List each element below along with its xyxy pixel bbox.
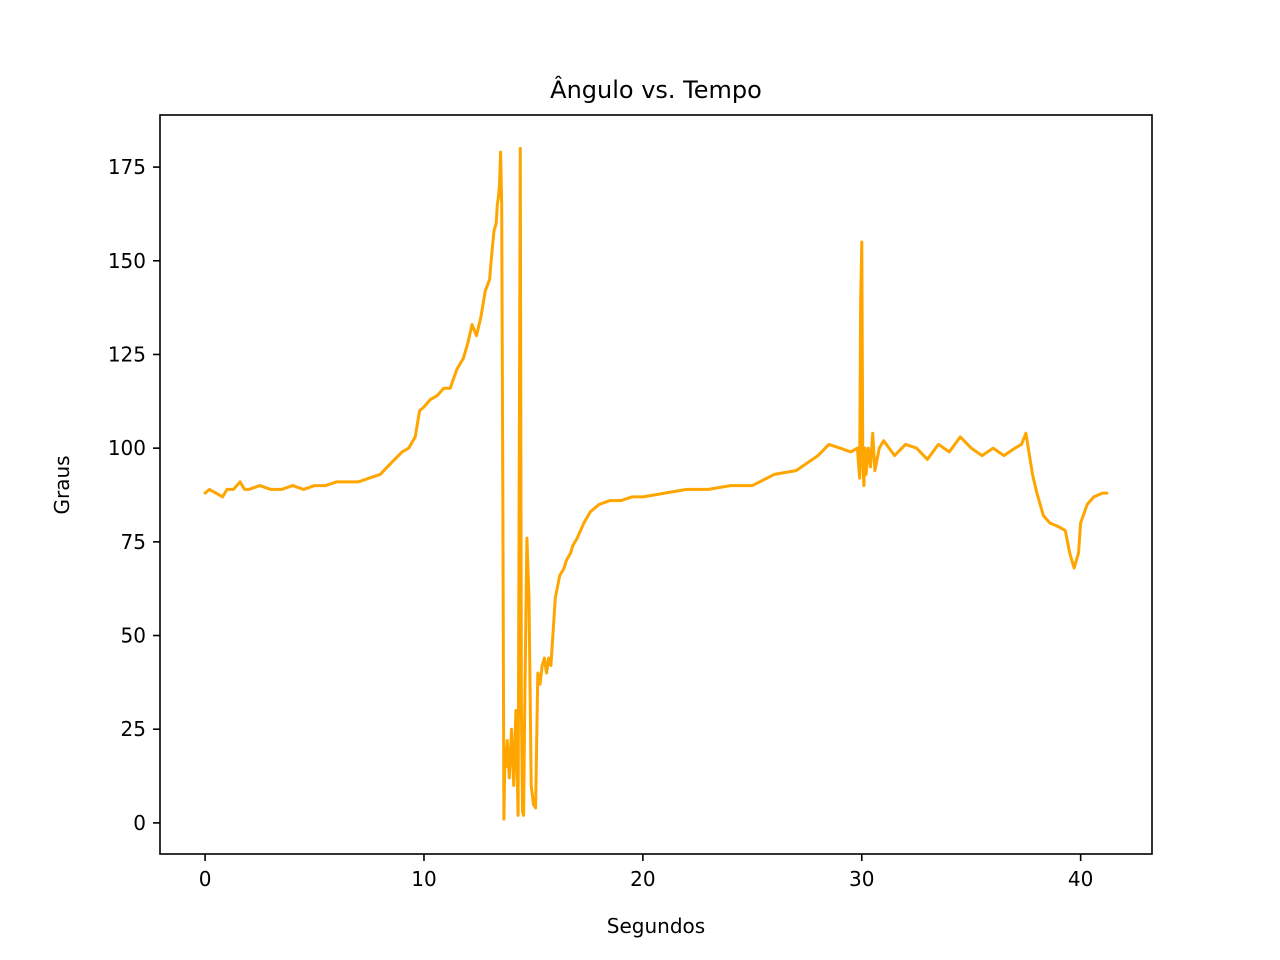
y-tick-label: 150 [108, 249, 146, 273]
x-tick-label: 20 [630, 867, 655, 891]
series-line [203, 146, 1109, 821]
y-tick-label: 25 [121, 717, 146, 741]
x-axis-label: Segundos [607, 914, 705, 938]
y-tick-label: 75 [121, 530, 146, 554]
y-tick-label: 50 [121, 624, 146, 648]
x-tick-label: 0 [199, 867, 212, 891]
x-axis-ticks: 0 10 20 30 40 [199, 854, 1093, 891]
x-tick-label: 10 [411, 867, 436, 891]
plot-area [203, 146, 1109, 821]
y-tick-label: 175 [108, 155, 146, 179]
x-tick-label: 30 [849, 867, 874, 891]
x-tick-label: 40 [1068, 867, 1093, 891]
y-tick-label: 100 [108, 436, 146, 460]
y-tick-label: 125 [108, 342, 146, 366]
chart-title: Ângulo vs. Tempo [550, 75, 762, 104]
y-axis-ticks: 0 25 50 75 100 125 150 175 [108, 155, 160, 835]
y-tick-label: 0 [133, 811, 146, 835]
axes-frame [159, 114, 1153, 855]
y-axis-label: Graus [50, 455, 74, 514]
